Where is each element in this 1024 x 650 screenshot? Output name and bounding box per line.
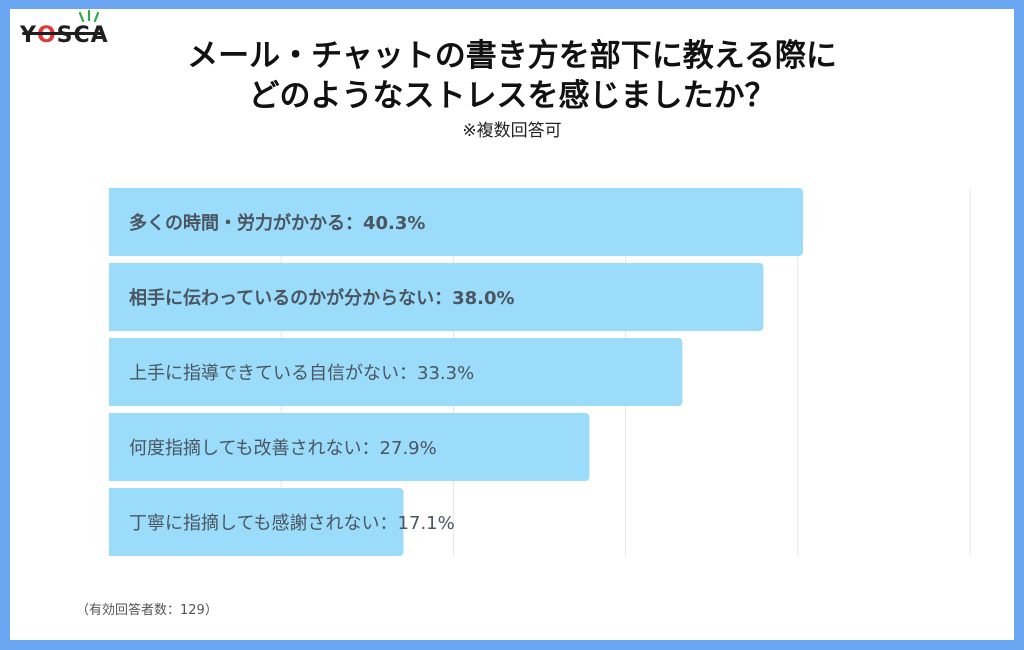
logo-text-sca: SCA (56, 22, 109, 48)
yosca-logo: Y O SCA (20, 10, 109, 50)
respondent-count-note: （有効回答者数：129） (76, 603, 218, 618)
chart-subtitle: ※複数回答可 (462, 121, 562, 141)
bar-4 (103, 413, 590, 481)
chart-title-line1: メール・チャットの書き方を部下に教える際に (187, 38, 837, 74)
logo-rays-icon (78, 10, 100, 22)
logo-text-o: O (36, 22, 57, 48)
logo-text-y: Y (20, 22, 37, 48)
bar-label-5: 丁寧に指摘しても感謝されない：17.1% (129, 513, 455, 534)
axis-mask (100, 188, 109, 556)
bar-2 (103, 263, 764, 331)
chart-title-line2: どのようなストレスを感じましたか？ (248, 78, 776, 114)
bar-label-3: 上手に指導できている自信がない：33.3% (129, 363, 474, 384)
bar-label-2: 相手に伝わっているのかが分からない：38.0% (129, 287, 515, 309)
logo-underline (22, 32, 102, 35)
bar-5 (103, 488, 404, 556)
bar-label-4: 何度指摘しても改善されない：27.9% (129, 438, 437, 459)
bar-1 (103, 188, 803, 256)
bar-label-1: 多くの時間・労力がかかる：40.3% (129, 212, 425, 234)
bar-3 (103, 338, 683, 406)
